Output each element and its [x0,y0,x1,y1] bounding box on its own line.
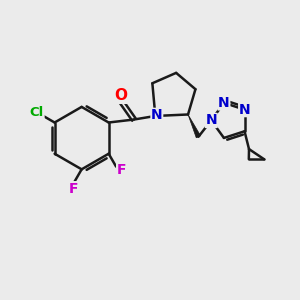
Text: N: N [218,96,230,110]
Text: O: O [114,88,128,103]
Polygon shape [188,115,201,138]
Text: F: F [69,182,78,196]
Text: Cl: Cl [30,106,44,119]
Text: N: N [239,103,250,117]
Text: N: N [206,113,217,128]
Text: N: N [151,108,163,122]
Text: F: F [117,163,126,177]
